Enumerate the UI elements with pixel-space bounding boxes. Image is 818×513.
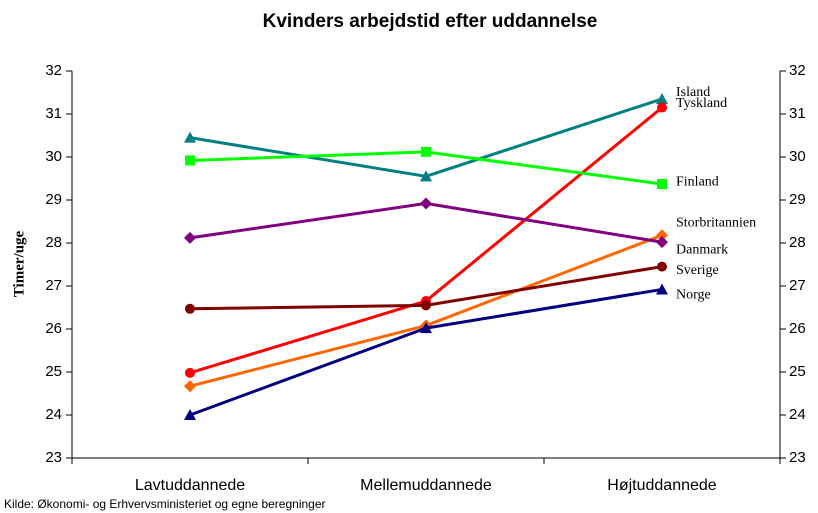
marker xyxy=(421,300,431,311)
marker xyxy=(656,229,668,242)
series-label: Finland xyxy=(676,174,719,189)
marker xyxy=(421,146,431,157)
y-tick-label: 27 xyxy=(45,277,62,294)
y-tick-label: 31 xyxy=(45,105,62,122)
x-tick-label: Mellemuddannede xyxy=(360,477,492,494)
y-tick-label: 25 xyxy=(45,363,62,380)
chart-title: Kvinders arbejdstid efter uddannelse xyxy=(263,11,598,32)
marker xyxy=(420,170,432,182)
source-note: Kilde: Økonomi- og Erhvervsministeriet o… xyxy=(4,497,326,511)
y2-tick-label: 28 xyxy=(789,234,806,251)
series-label: Sverige xyxy=(676,263,719,278)
y2-tick-label: 26 xyxy=(789,320,806,337)
series-label: Island xyxy=(676,85,710,100)
y2-tick-label: 32 xyxy=(789,62,806,79)
marker xyxy=(420,197,432,210)
marker xyxy=(657,102,667,113)
y-axis-label: Timer/uge xyxy=(11,230,27,297)
series-label: Storbritannien xyxy=(676,215,756,230)
marker xyxy=(420,322,432,334)
y2-tick-label: 30 xyxy=(789,148,806,165)
marker xyxy=(656,92,668,104)
x-tick-label: Lavtuddannede xyxy=(135,477,245,494)
y-tick-label: 30 xyxy=(45,148,62,165)
marker xyxy=(184,131,196,143)
y2-tick-label: 31 xyxy=(789,105,806,122)
y-tick-label: 24 xyxy=(45,406,62,423)
y-tick-label: 29 xyxy=(45,191,62,208)
series-line xyxy=(189,233,663,388)
marker xyxy=(657,179,667,190)
y-tick-label: 28 xyxy=(45,234,62,251)
y-tick-label: 23 xyxy=(45,449,62,466)
marker xyxy=(184,409,196,420)
y2-tick-label: 23 xyxy=(789,449,806,466)
y2-tick-label: 27 xyxy=(789,277,806,294)
marker xyxy=(185,367,195,378)
series-label: Danmark xyxy=(676,242,728,257)
marker xyxy=(184,231,196,244)
series-label: Norge xyxy=(676,288,711,303)
x-tick-label: Højtuddannede xyxy=(607,477,717,494)
series-label: Tyskland xyxy=(676,96,727,111)
marker xyxy=(657,261,667,272)
y-tick-label: 26 xyxy=(45,320,62,337)
marker xyxy=(185,155,195,166)
marker xyxy=(656,283,668,295)
marker xyxy=(656,236,668,249)
y2-tick-label: 29 xyxy=(789,191,806,208)
marker xyxy=(184,380,196,393)
y2-tick-label: 25 xyxy=(789,363,806,380)
marker xyxy=(185,303,195,314)
y2-tick-label: 24 xyxy=(789,406,806,423)
y-tick-label: 32 xyxy=(45,62,62,79)
